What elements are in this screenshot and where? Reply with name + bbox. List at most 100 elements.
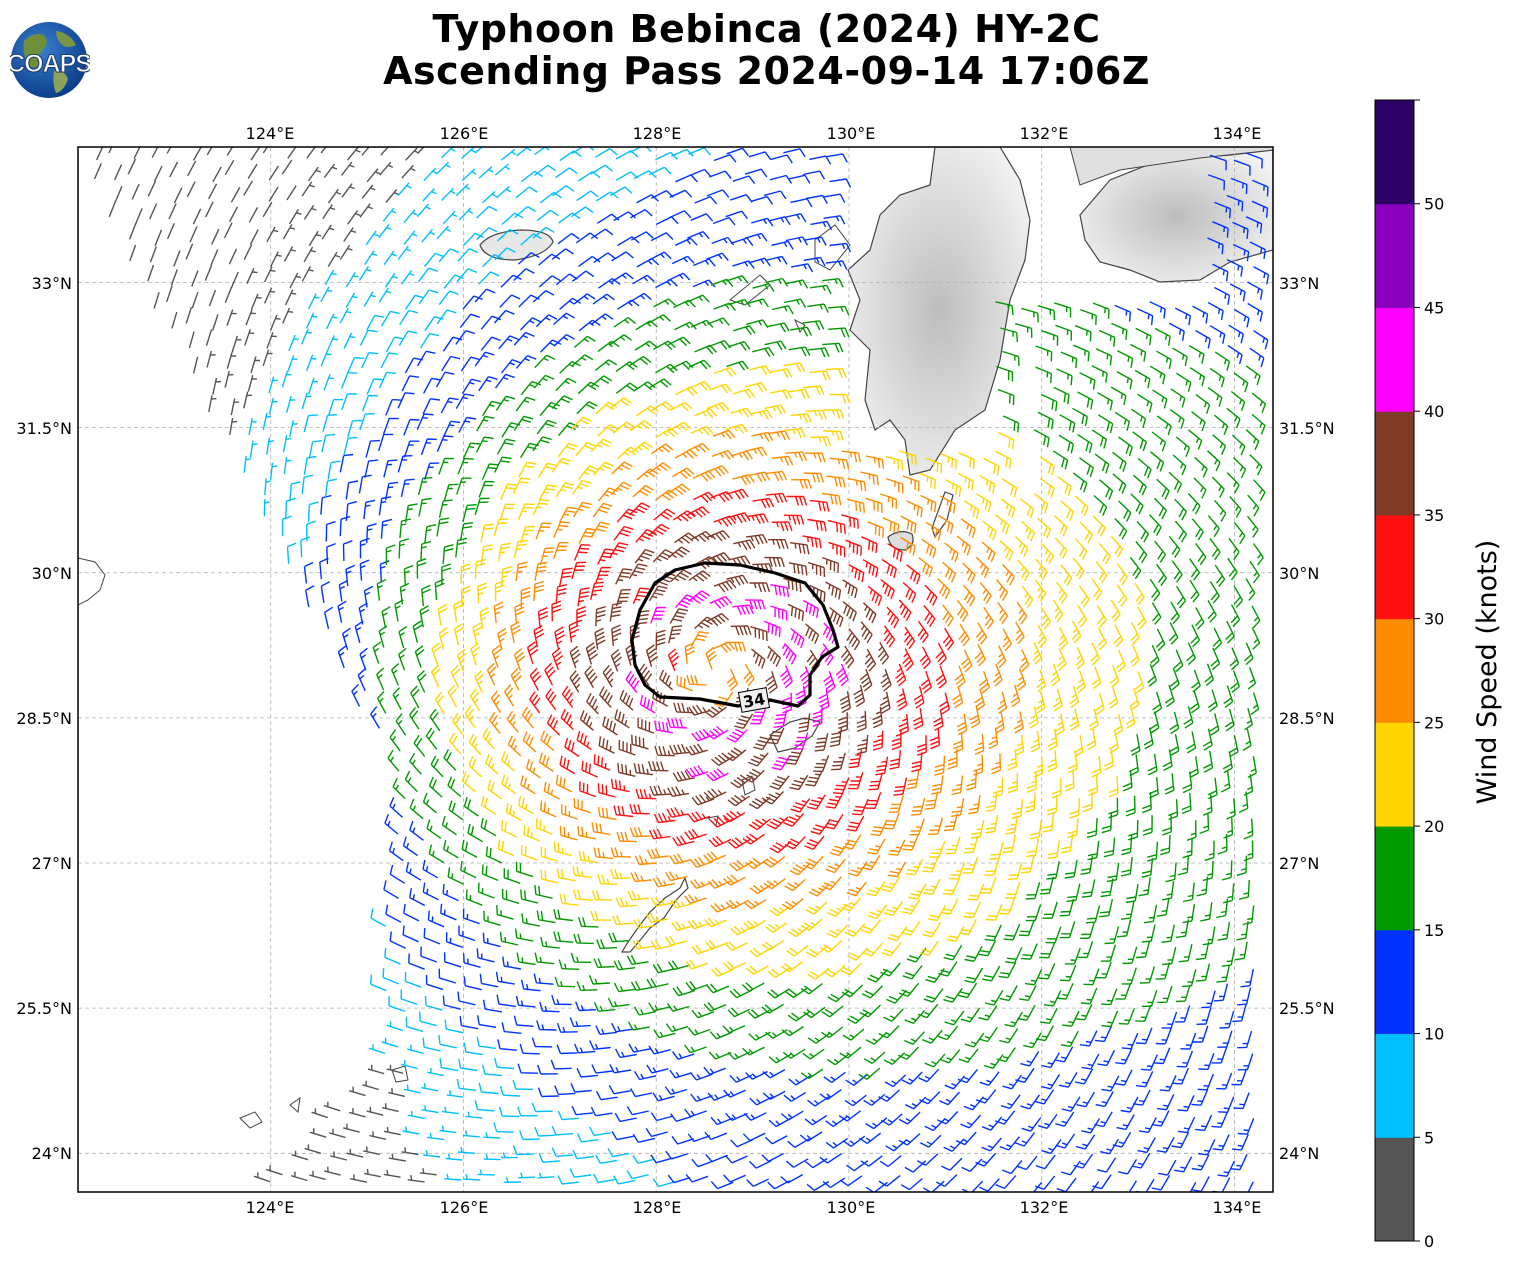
wind-barb: [898, 713, 909, 736]
wind-barb: [724, 941, 748, 952]
wind-barb: [597, 783, 616, 798]
wind-barb: [189, 226, 198, 243]
wind-barb: [1064, 770, 1075, 792]
wind-barb: [771, 521, 793, 532]
wind-barb: [931, 775, 944, 795]
wind-barb: [1002, 834, 1017, 854]
wind-barb: [1021, 307, 1039, 323]
wind-barb: [1199, 813, 1210, 835]
wind-barb: [1181, 792, 1192, 815]
wind-barb: [1035, 1025, 1055, 1042]
wind-barb: [705, 725, 729, 740]
wind-barb: [1091, 755, 1102, 778]
wind-barb: [1122, 770, 1133, 792]
wind-barb: [1182, 771, 1193, 794]
wind-barb: [192, 356, 199, 374]
wind-barb: [684, 894, 707, 905]
wind-barb: [790, 627, 805, 649]
wind-barb: [686, 506, 710, 518]
wind-barb: [609, 397, 632, 410]
wind-barb: [1042, 812, 1055, 833]
wind-barb: [1212, 1134, 1230, 1151]
wind-barb: [782, 1048, 806, 1059]
wind-barb: [805, 623, 820, 644]
wind-barb: [820, 940, 842, 953]
wind-barb: [1020, 1051, 1040, 1067]
wind-barb: [650, 606, 667, 624]
wind-barb: [1092, 1174, 1112, 1190]
lon-labels-bottom: 124°E 126°E 128°E 130°E 132°E 134°E: [246, 1198, 1262, 1217]
colorbar-segment: [1375, 1033, 1414, 1138]
wind-barb: [359, 203, 373, 218]
wind-barb: [690, 1093, 713, 1103]
wind-barb: [973, 754, 984, 776]
wind-barb: [462, 295, 483, 310]
wind-barb: [608, 932, 630, 943]
wind-barb: [1136, 520, 1150, 543]
wind-barb: [1216, 1072, 1233, 1090]
wind-barb: [880, 668, 892, 692]
wind-barb: [422, 882, 439, 901]
wind-barb: [436, 309, 457, 325]
wind-barb: [780, 1110, 804, 1121]
wind-barb: [951, 775, 964, 796]
wind-barb: [503, 868, 521, 884]
wind-barb: [1149, 301, 1166, 319]
wind-barb: [1060, 1160, 1081, 1176]
wind-barb: [825, 260, 848, 270]
wind-barb: [386, 1021, 404, 1032]
wind-barb: [304, 1144, 322, 1154]
wind-barb: [578, 255, 601, 267]
wind-barb: [687, 230, 710, 240]
wind-barb: [1182, 903, 1196, 924]
wind-barb: [380, 518, 393, 539]
wind-barb: [553, 333, 576, 347]
wind-barb: [408, 953, 425, 970]
wind-barb: [537, 607, 549, 629]
wind-barb: [629, 804, 650, 815]
wind-barb: [1055, 324, 1073, 341]
wind-barb: [829, 178, 852, 188]
wind-barb: [500, 751, 516, 772]
wind-barb: [593, 461, 614, 476]
wind-barb: [763, 791, 785, 805]
lat-label: 28.5°N: [16, 709, 72, 728]
wind-barb: [1186, 820, 1197, 841]
wind-barb: [1209, 325, 1226, 344]
wind-barb: [674, 449, 698, 459]
wind-barb: [669, 1069, 692, 1079]
wind-barb: [571, 354, 594, 367]
wind-barb: [427, 1132, 445, 1141]
wind-barb: [456, 268, 478, 283]
wind-barb: [885, 455, 904, 471]
wind-barb: [1174, 307, 1191, 326]
wind-barb: [422, 859, 439, 879]
wind-barb: [324, 269, 337, 286]
wind-barb: [685, 980, 709, 991]
wind-barb: [670, 898, 693, 909]
wind-barb: [1176, 585, 1187, 609]
wind-barb: [687, 1027, 711, 1036]
wind-barb: [483, 910, 501, 926]
wind-barb: [359, 537, 370, 559]
wind-barb: [648, 523, 670, 537]
wind-barb: [942, 878, 960, 896]
wind-barb: [1075, 1004, 1093, 1021]
wind-barb: [1253, 479, 1266, 501]
lat-labels-left: 33°N 31.5°N 30°N 28.5°N 27°N 25.5°N 24°N: [16, 274, 72, 1163]
wind-barb: [1101, 988, 1118, 1006]
wind-barb: [1075, 647, 1085, 670]
wind-barb: [920, 670, 933, 694]
wind-barb: [398, 330, 418, 347]
wind-barb: [923, 988, 944, 1003]
wind-barb: [933, 708, 944, 731]
wind-barb: [1026, 772, 1037, 793]
wind-barb: [114, 185, 123, 203]
wind-barb: [916, 1153, 939, 1166]
wind-barb: [746, 298, 769, 308]
wind-barb: [1212, 221, 1229, 238]
wind-barb: [363, 1146, 380, 1156]
wind-barb: [1060, 500, 1075, 521]
wind-barb: [1243, 774, 1254, 797]
wind-barb: [1149, 514, 1162, 536]
